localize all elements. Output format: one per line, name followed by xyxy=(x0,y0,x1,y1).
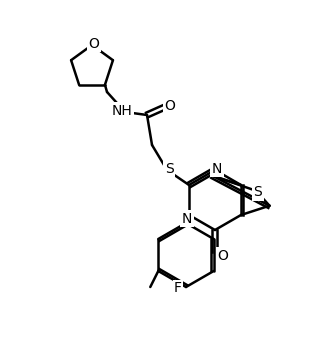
Text: O: O xyxy=(218,248,228,262)
Text: O: O xyxy=(165,99,176,112)
Text: O: O xyxy=(89,36,99,51)
Text: S: S xyxy=(254,185,262,199)
Text: N: N xyxy=(212,161,222,176)
Text: F: F xyxy=(174,281,182,296)
Text: NH: NH xyxy=(112,103,132,118)
Text: S: S xyxy=(165,161,173,176)
Text: N: N xyxy=(182,212,192,226)
